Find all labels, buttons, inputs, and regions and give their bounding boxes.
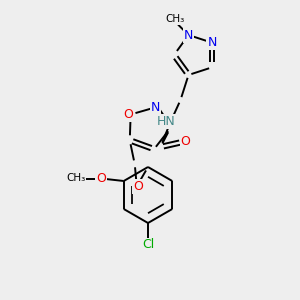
Text: CH₃: CH₃ bbox=[165, 14, 184, 24]
Text: O: O bbox=[96, 172, 106, 185]
Text: O: O bbox=[133, 180, 143, 193]
Text: N: N bbox=[151, 101, 160, 114]
Text: CH₃: CH₃ bbox=[66, 173, 86, 183]
Text: N: N bbox=[207, 36, 217, 49]
Text: Cl: Cl bbox=[142, 238, 154, 251]
Text: O: O bbox=[181, 136, 190, 148]
Text: N: N bbox=[184, 28, 193, 41]
Text: O: O bbox=[124, 108, 134, 121]
Text: HN: HN bbox=[157, 116, 176, 128]
